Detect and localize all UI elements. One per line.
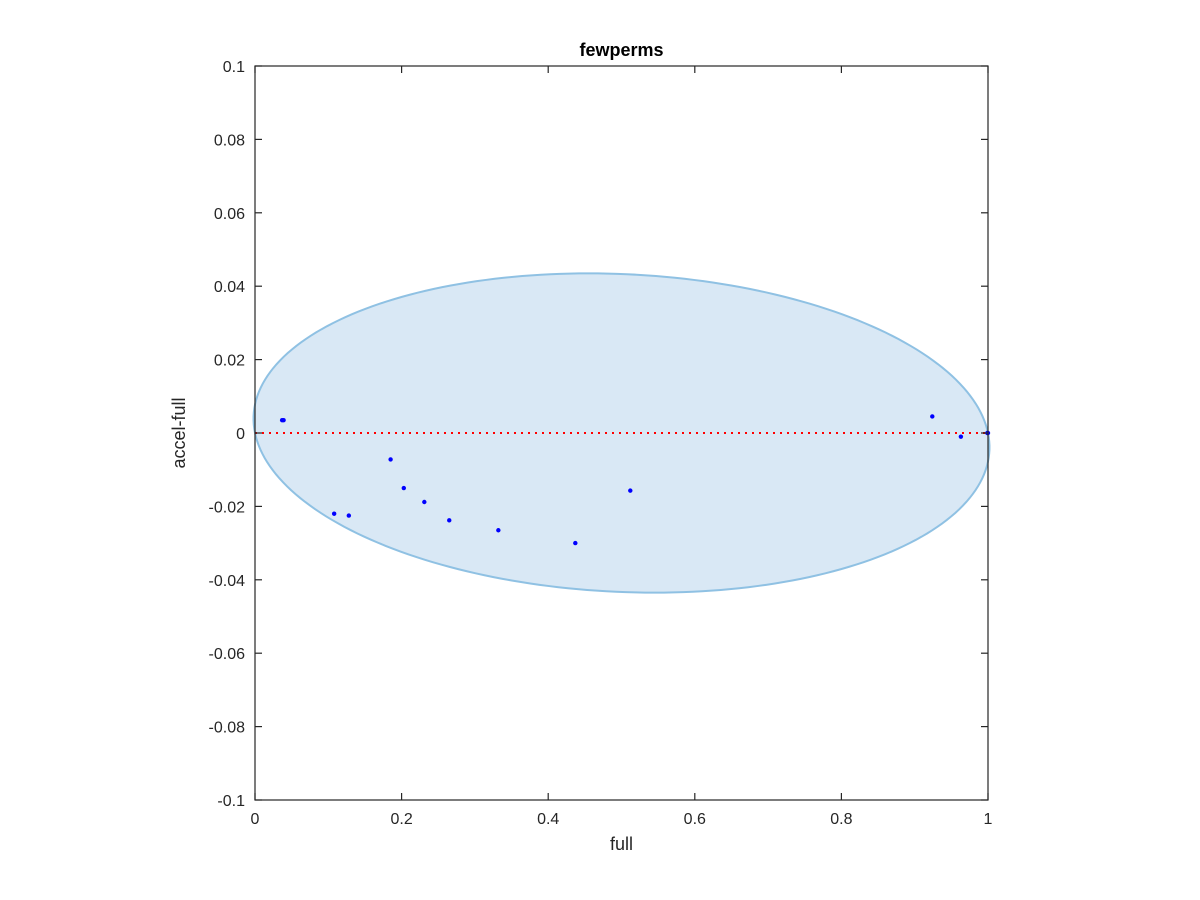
y-tick-label-3: -0.04 [209,573,246,590]
x-tick-label-3: 0.6 [684,811,706,828]
x-axis-ticks: 0 0.2 0.4 0.6 0.8 1 [251,66,993,828]
x-tick-label-2: 0.4 [537,811,559,828]
y-tick-label-5: 0 [236,426,245,443]
data-point-9 [573,540,578,546]
y-tick-label-0: -0.1 [217,793,245,810]
data-point-11 [930,414,935,419]
chart-title: fewperms [579,40,663,60]
y-tick-label-2: -0.06 [209,646,246,663]
data-point-6 [422,499,427,505]
data-point-2 [331,511,337,516]
y-tick-label-8: 0.06 [214,206,245,223]
data-point-8 [496,528,501,533]
x-tick-label-0: 0 [251,811,260,828]
data-point-10 [628,488,633,493]
data-point-12 [958,434,964,439]
y-tick-label-10: 0.1 [223,59,245,76]
y-tick-label-4: -0.02 [209,499,246,516]
data-points [279,414,991,546]
x-tick-label-5: 1 [984,811,993,828]
data-point-4 [388,457,393,462]
y-axis-label: accel-full [169,397,189,468]
data-point-5 [401,485,406,491]
y-tick-label-6: 0.02 [214,353,245,370]
data-point-3 [346,513,352,518]
y-tick-label-9: 0.08 [214,132,245,149]
x-tick-label-1: 0.2 [390,811,412,828]
y-axis-ticks: -0.1 -0.08 -0.06 -0.04 -0.02 0 0.02 0.04 0.06 0.0… [209,59,988,810]
x-tick-label-4: 0.8 [830,811,852,828]
y-tick-label-1: -0.08 [209,720,246,737]
y-tick-label-7: 0.04 [214,279,245,296]
data-point-1 [281,417,286,423]
data-point-7 [447,518,452,523]
x-axis-label: full [610,834,633,854]
